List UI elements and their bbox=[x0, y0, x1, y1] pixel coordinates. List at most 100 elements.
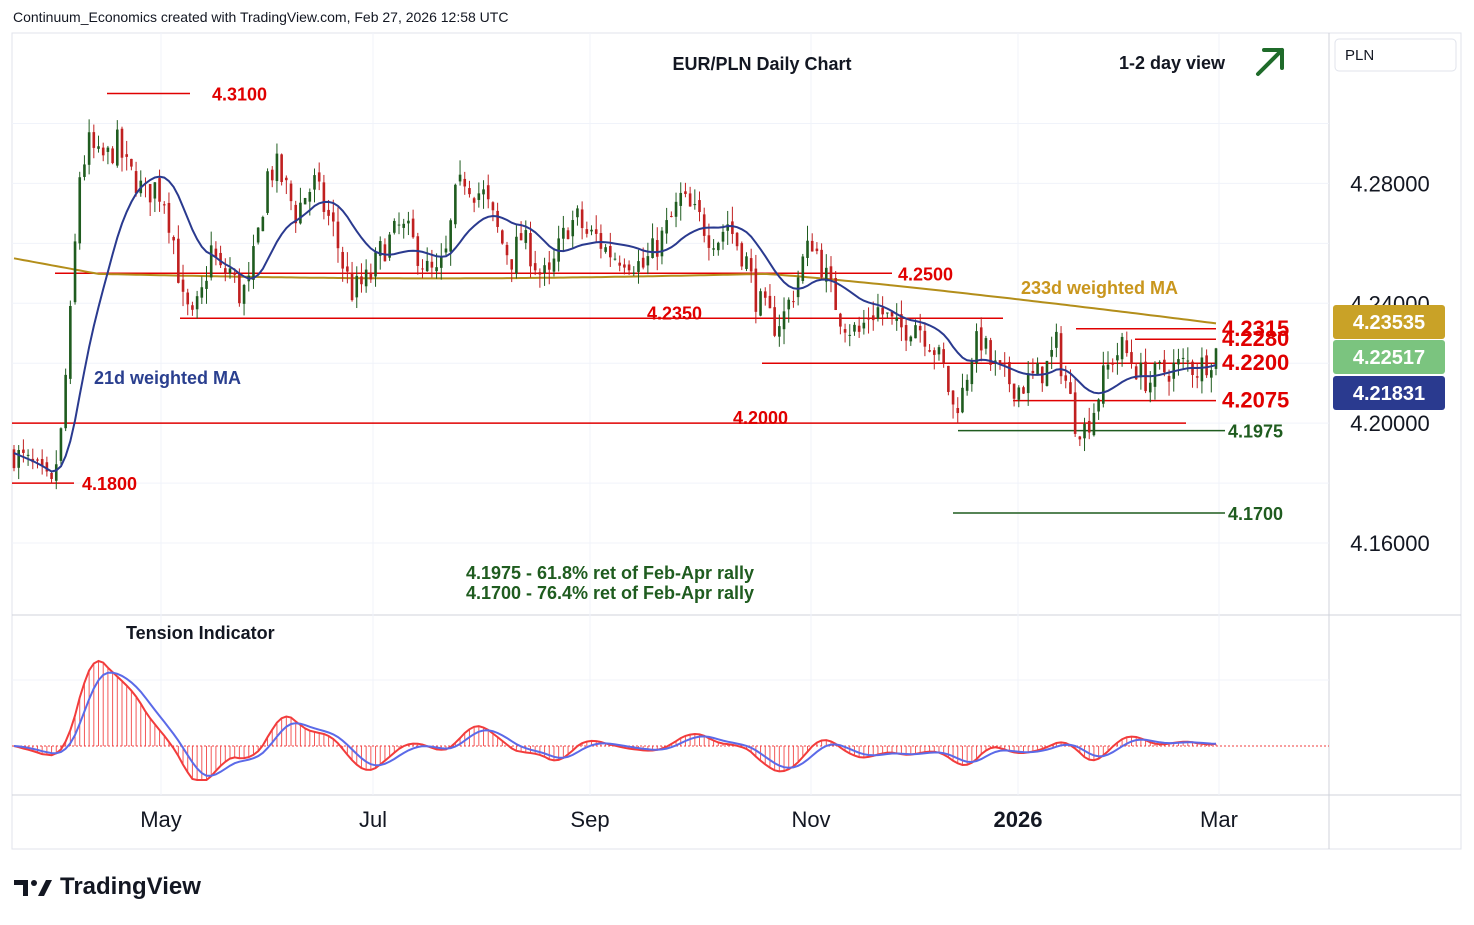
candle-body bbox=[228, 268, 232, 274]
candle-body bbox=[707, 235, 711, 248]
candle-body bbox=[670, 216, 673, 218]
candle-body bbox=[1097, 399, 1100, 412]
candle-body bbox=[439, 256, 443, 268]
candle-body bbox=[824, 267, 828, 282]
candle-body bbox=[956, 408, 960, 414]
candle-body bbox=[69, 306, 72, 379]
candle-body bbox=[801, 256, 805, 281]
candle-body bbox=[350, 273, 354, 301]
chart-title: EUR/PLN Daily Chart bbox=[672, 54, 851, 74]
candle-body bbox=[1186, 360, 1190, 362]
candle-body bbox=[1163, 359, 1166, 373]
candle-body bbox=[200, 287, 204, 298]
tension-indicator bbox=[12, 659, 1329, 781]
candle-body bbox=[505, 244, 509, 256]
candle-body bbox=[965, 379, 969, 391]
candle-body bbox=[1158, 361, 1161, 363]
candle-body bbox=[909, 336, 913, 342]
candle-body bbox=[820, 249, 823, 278]
candle-body bbox=[655, 240, 659, 257]
candle-body bbox=[515, 236, 518, 274]
candle-body bbox=[477, 193, 481, 200]
candle-body bbox=[496, 210, 499, 227]
candle-body bbox=[937, 347, 941, 355]
candle-body bbox=[1050, 349, 1053, 357]
candle-body bbox=[435, 267, 438, 272]
candle-body bbox=[1130, 352, 1133, 364]
candle-body bbox=[162, 204, 166, 206]
candle-body bbox=[299, 202, 302, 224]
price-badge bbox=[1333, 376, 1445, 410]
candle-body bbox=[36, 459, 39, 461]
candle-body bbox=[1167, 375, 1171, 382]
candle-body bbox=[679, 192, 683, 206]
level-label: 4.2350 bbox=[647, 303, 702, 323]
candle-body bbox=[22, 449, 25, 453]
candle-body bbox=[796, 277, 800, 298]
candle-body bbox=[543, 265, 546, 273]
candle-body bbox=[64, 374, 67, 429]
candle-body bbox=[740, 243, 744, 267]
candle-body bbox=[782, 311, 786, 330]
candle-body bbox=[773, 307, 776, 336]
candle-body bbox=[233, 272, 236, 275]
candle-body bbox=[1055, 331, 1058, 348]
candle-body bbox=[1012, 383, 1016, 399]
candle-body bbox=[83, 164, 86, 177]
candle-body bbox=[712, 248, 715, 250]
up-arrow-icon bbox=[1256, 48, 1284, 76]
candle-body bbox=[778, 326, 781, 337]
candle-body bbox=[486, 185, 490, 200]
candle-body bbox=[914, 325, 917, 339]
candle-body bbox=[280, 154, 283, 182]
candle-body bbox=[810, 240, 814, 252]
candle-body bbox=[895, 317, 899, 321]
level-label: 4.2000 bbox=[733, 408, 788, 428]
candle-body bbox=[364, 269, 368, 287]
currency-box[interactable] bbox=[1334, 38, 1457, 72]
candle-body bbox=[120, 128, 124, 158]
candle-body bbox=[1205, 355, 1208, 376]
candle-body bbox=[904, 325, 908, 341]
candle-body bbox=[510, 259, 514, 270]
candle-body bbox=[716, 242, 720, 251]
level-label: 4.2200 bbox=[1222, 350, 1289, 375]
candle-body bbox=[1177, 359, 1180, 365]
ma233-path bbox=[13, 257, 1217, 325]
candle-body bbox=[1092, 412, 1096, 436]
indicator-signal-line bbox=[13, 671, 1217, 777]
tradingview-logo-text: TradingView bbox=[60, 873, 201, 900]
candle-body bbox=[1116, 355, 1119, 361]
candle-body bbox=[369, 272, 373, 280]
candle-body bbox=[130, 158, 133, 167]
candle-body bbox=[294, 204, 298, 224]
candle-body bbox=[848, 334, 852, 336]
candle-body bbox=[529, 232, 532, 267]
candle-body bbox=[238, 272, 241, 304]
grid-lines bbox=[12, 33, 1329, 795]
tradingview-logo[interactable]: TradingView bbox=[14, 873, 201, 901]
x-axis-labels: May Jul Sep Nov 2026 Mar bbox=[140, 807, 1238, 832]
candle-body bbox=[580, 209, 584, 229]
candle-body bbox=[360, 276, 363, 285]
candle-body bbox=[482, 189, 485, 195]
candle-body bbox=[1087, 420, 1091, 433]
candle-body bbox=[787, 299, 791, 310]
candle-body bbox=[674, 201, 678, 217]
candle-body bbox=[599, 233, 603, 249]
candle-body bbox=[871, 315, 875, 321]
candle-body bbox=[637, 261, 640, 272]
level-label: 4.2075 bbox=[1222, 388, 1289, 413]
price-badge-text: 4.22517 bbox=[1353, 347, 1425, 369]
price-pane-frame bbox=[11, 32, 1462, 850]
candle-body bbox=[397, 224, 401, 226]
candle-body bbox=[454, 184, 457, 225]
candle-body bbox=[721, 231, 725, 242]
candle-body bbox=[632, 272, 636, 274]
candle-body bbox=[346, 266, 349, 272]
candle-body bbox=[172, 236, 175, 241]
candle-body bbox=[594, 229, 598, 234]
candle-body bbox=[1059, 333, 1063, 377]
